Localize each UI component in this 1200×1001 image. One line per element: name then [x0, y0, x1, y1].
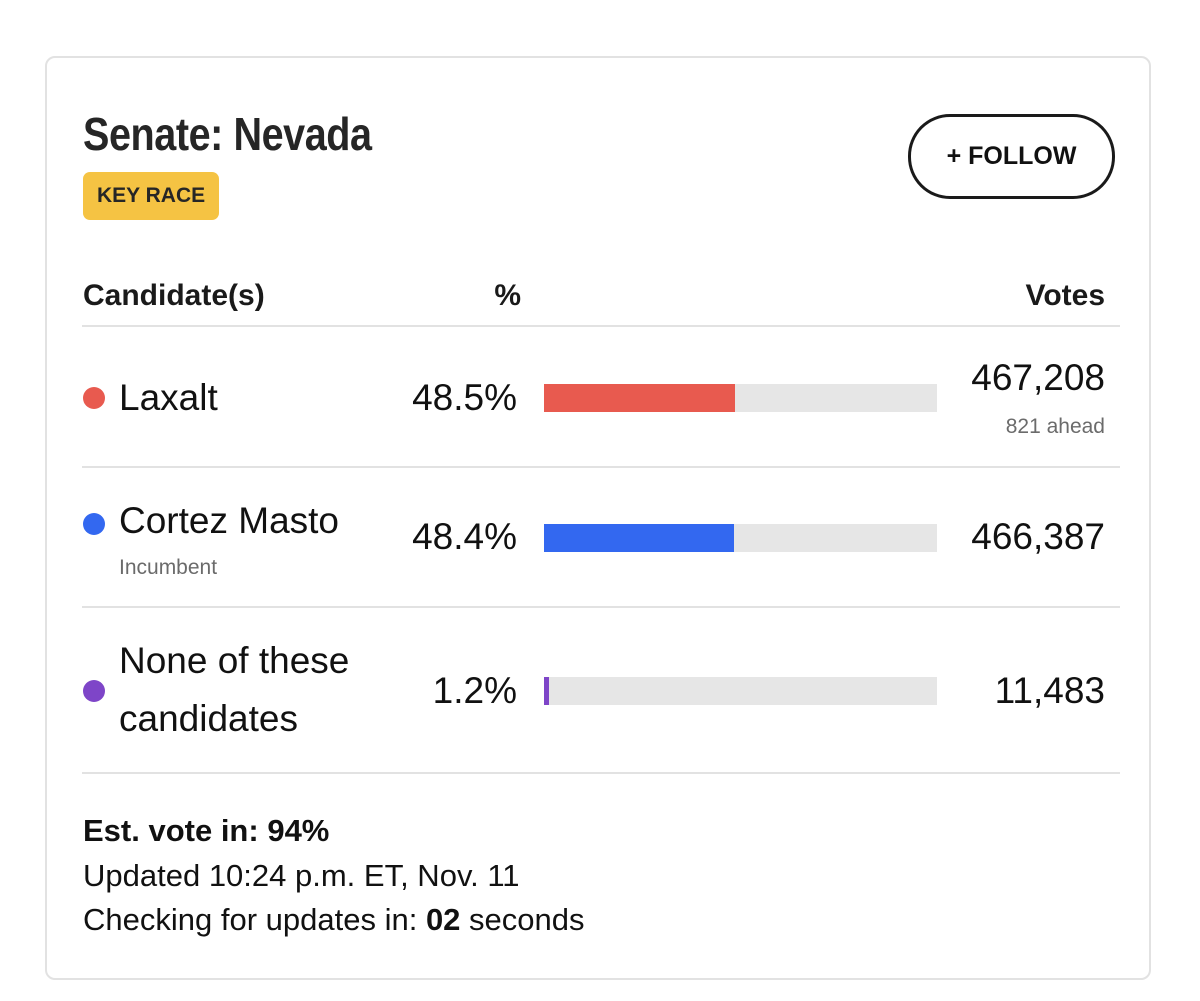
- candidate-name: Laxalt: [119, 377, 218, 418]
- vote-share-fill: [544, 524, 734, 552]
- est-vote-value: 94%: [267, 813, 330, 848]
- estimated-vote-in: Est. vote in: 94%: [83, 811, 329, 851]
- candidate-name: Cortez Masto: [119, 500, 340, 541]
- percent-column-header: %: [494, 279, 521, 312]
- follow-button[interactable]: + FOLLOW: [908, 114, 1115, 199]
- race-title: Senate: Nevada: [83, 108, 372, 160]
- update-countdown: Checking for updates in: 02 seconds: [83, 900, 585, 940]
- header-divider: [82, 325, 1120, 327]
- table-bottom-divider: [82, 772, 1120, 774]
- key-race-badge: KEY RACE: [83, 172, 220, 220]
- candidate-votes: 11,483: [994, 670, 1105, 711]
- candidate-percent: 48.5%: [412, 377, 517, 418]
- candidate-column-header: Candidate(s): [83, 279, 265, 312]
- countdown-prefix: Checking for updates in:: [83, 902, 418, 937]
- candidate-name-line-1: None of these: [119, 640, 350, 681]
- party-dot: [83, 387, 105, 409]
- vote-share-bar: [544, 384, 937, 412]
- countdown-suffix: seconds: [469, 902, 585, 937]
- candidate-votes: 466,387: [971, 516, 1105, 557]
- incumbent-label: Incumbent: [119, 556, 218, 579]
- candidate-percent: 48.4%: [412, 516, 517, 557]
- party-dot: [83, 680, 105, 702]
- row-divider: [82, 606, 1120, 608]
- countdown-value: 02: [425, 902, 461, 937]
- party-dot: [83, 513, 105, 535]
- candidate-percent: 1.2%: [432, 670, 517, 711]
- vote-share-bar: [544, 677, 937, 705]
- est-vote-label: Est. vote in:: [83, 813, 259, 848]
- vote-share-fill: [544, 677, 549, 705]
- vote-share-fill: [544, 384, 735, 412]
- lead-margin: 821 ahead: [1005, 415, 1105, 438]
- vote-share-bar: [544, 524, 937, 552]
- candidate-name-line-2: candidates: [119, 698, 298, 739]
- votes-column-header: Votes: [1025, 279, 1105, 312]
- updated-timestamp: Updated 10:24 p.m. ET, Nov. 11: [83, 858, 520, 893]
- candidate-votes: 467,208: [971, 357, 1105, 398]
- race-card: Senate: Nevada KEY RACE + FOLLOW Candida…: [45, 56, 1151, 980]
- row-divider: [82, 466, 1120, 468]
